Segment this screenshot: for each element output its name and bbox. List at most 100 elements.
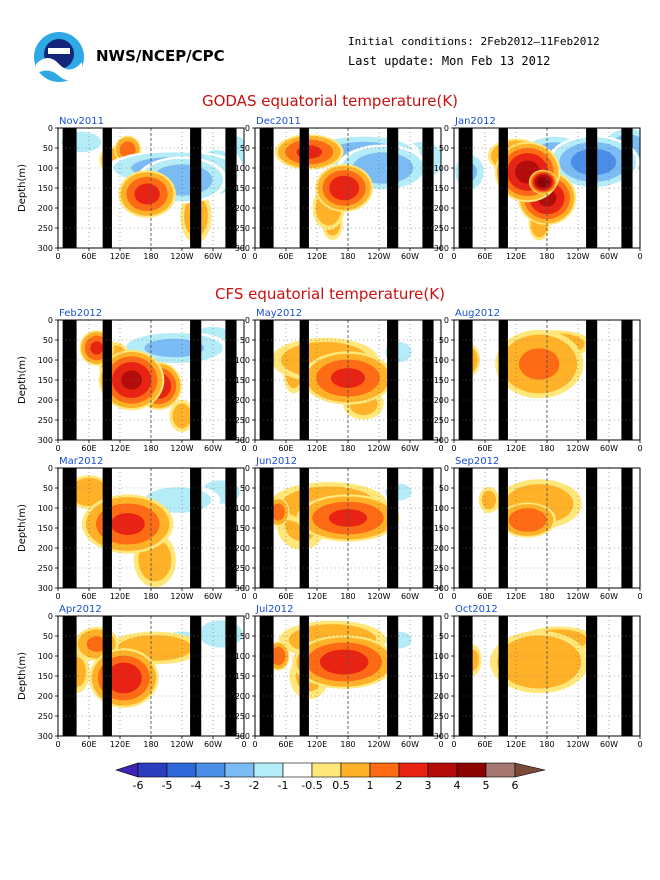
x-tick-label: 60E [278,444,293,453]
x-tick-label: 180 [143,740,158,749]
y-tick-label: 0 [48,124,53,133]
land-mask [62,616,77,736]
x-tick-label: 180 [539,592,554,601]
x-tick-label: 0 [252,740,257,749]
land-mask [190,320,202,440]
colorbar-label: -4 [191,779,202,792]
x-tick-label: 120W [367,444,390,453]
x-tick-label: 60W [600,252,618,261]
land-mask [458,616,473,736]
contour-band [319,649,369,675]
land-mask [498,320,508,440]
y-tick-label: 300 [38,584,53,593]
initial-conditions: Initial conditions: 2Feb2012–11Feb2012 [348,35,600,48]
panel-title: May2012 [256,308,302,319]
land-mask [102,616,112,736]
x-tick-label: 0 [438,592,443,601]
y-tick-label: 50 [439,144,449,153]
panel-title: Sep2012 [455,456,499,467]
panel-Nov2011: Nov2011 0 60E 120E 180 120W 60W 0 0 50 100 150 200 25… [17,116,247,261]
x-tick-label: 120W [170,592,193,601]
y-tick-label: 250 [38,224,53,233]
contour-band [329,175,360,201]
y-tick-label: 300 [434,732,449,741]
x-tick-label: 0 [241,444,246,453]
y-tick-label: 0 [48,316,53,325]
y-tick-label: 50 [43,144,53,153]
x-tick-label: 60W [204,592,222,601]
x-tick-label: 60W [600,740,618,749]
land-mask [102,128,112,248]
y-tick-label: 300 [434,244,449,253]
colorbar-swatch [340,762,371,778]
contour-band [271,646,286,666]
y-tick-label: 50 [43,632,53,641]
x-tick-label: 60W [401,592,419,601]
x-tick-label: 60E [278,592,293,601]
y-tick-label: 0 [444,124,449,133]
y-tick-label: 100 [434,356,449,365]
panel-title: Jul2012 [255,604,294,615]
y-tick-label: 50 [43,484,53,493]
y-tick-label: 150 [235,184,250,193]
contour-band [121,370,143,390]
x-tick-label: 120E [110,444,130,453]
cfs-section-title: CFS equatorial temperature(K) [215,285,445,303]
x-tick-label: 60W [401,444,419,453]
y-tick-label: 150 [434,524,449,533]
x-tick-label: 180 [143,592,158,601]
contour-band [508,508,547,532]
x-tick-label: 120E [307,252,327,261]
x-tick-label: 0 [438,740,443,749]
y-tick-label: 200 [235,692,250,701]
x-tick-label: 120W [566,444,589,453]
y-tick-label: 200 [38,692,53,701]
contour-band [86,636,107,652]
x-tick-label: 0 [438,444,443,453]
x-tick-label: 0 [252,252,257,261]
land-mask [299,468,309,588]
land-mask [498,616,508,736]
x-tick-label: 0 [252,444,257,453]
land-mask [299,128,309,248]
x-tick-label: 0 [241,252,246,261]
x-tick-label: 60E [278,252,293,261]
x-tick-label: 60E [81,592,96,601]
y-tick-label: 300 [38,732,53,741]
x-tick-label: 0 [637,252,642,261]
x-tick-label: 60W [401,740,419,749]
y-tick-label: 100 [434,164,449,173]
panel-title: Oct2012 [455,604,498,615]
y-tick-label: 250 [434,416,449,425]
y-tick-label: 250 [38,416,53,425]
y-tick-label: 100 [38,356,53,365]
x-tick-label: 120W [566,592,589,601]
y-tick-label: 300 [235,584,250,593]
y-tick-label: 100 [235,164,250,173]
colorbar-label: -6 [133,779,144,792]
x-tick-label: 120W [367,740,390,749]
contour-band [106,662,142,694]
y-tick-label: 200 [434,544,449,553]
x-tick-label: 180 [143,444,158,453]
panel-title: Jun2012 [255,456,297,467]
land-mask [190,616,202,736]
y-tick-label: 50 [439,632,449,641]
panel-Feb2012: Feb2012 0 60E 120E 180 120W 60W 0 0 50 100 150 200 25… [17,308,247,453]
y-tick-label: 150 [38,376,53,385]
x-tick-label: 60W [401,252,419,261]
contour-band [497,635,582,689]
colorbar-swatch [398,762,429,778]
y-tick-label: 250 [38,712,53,721]
y-tick-label: 0 [245,612,250,621]
land-mask [387,128,399,248]
colorbar-label: 4 [454,779,461,792]
colorbar-swatch [427,762,458,778]
x-tick-label: 120E [506,444,526,453]
colorbar-swatch [253,762,284,778]
contour-band [90,341,104,355]
land-mask [259,468,274,588]
